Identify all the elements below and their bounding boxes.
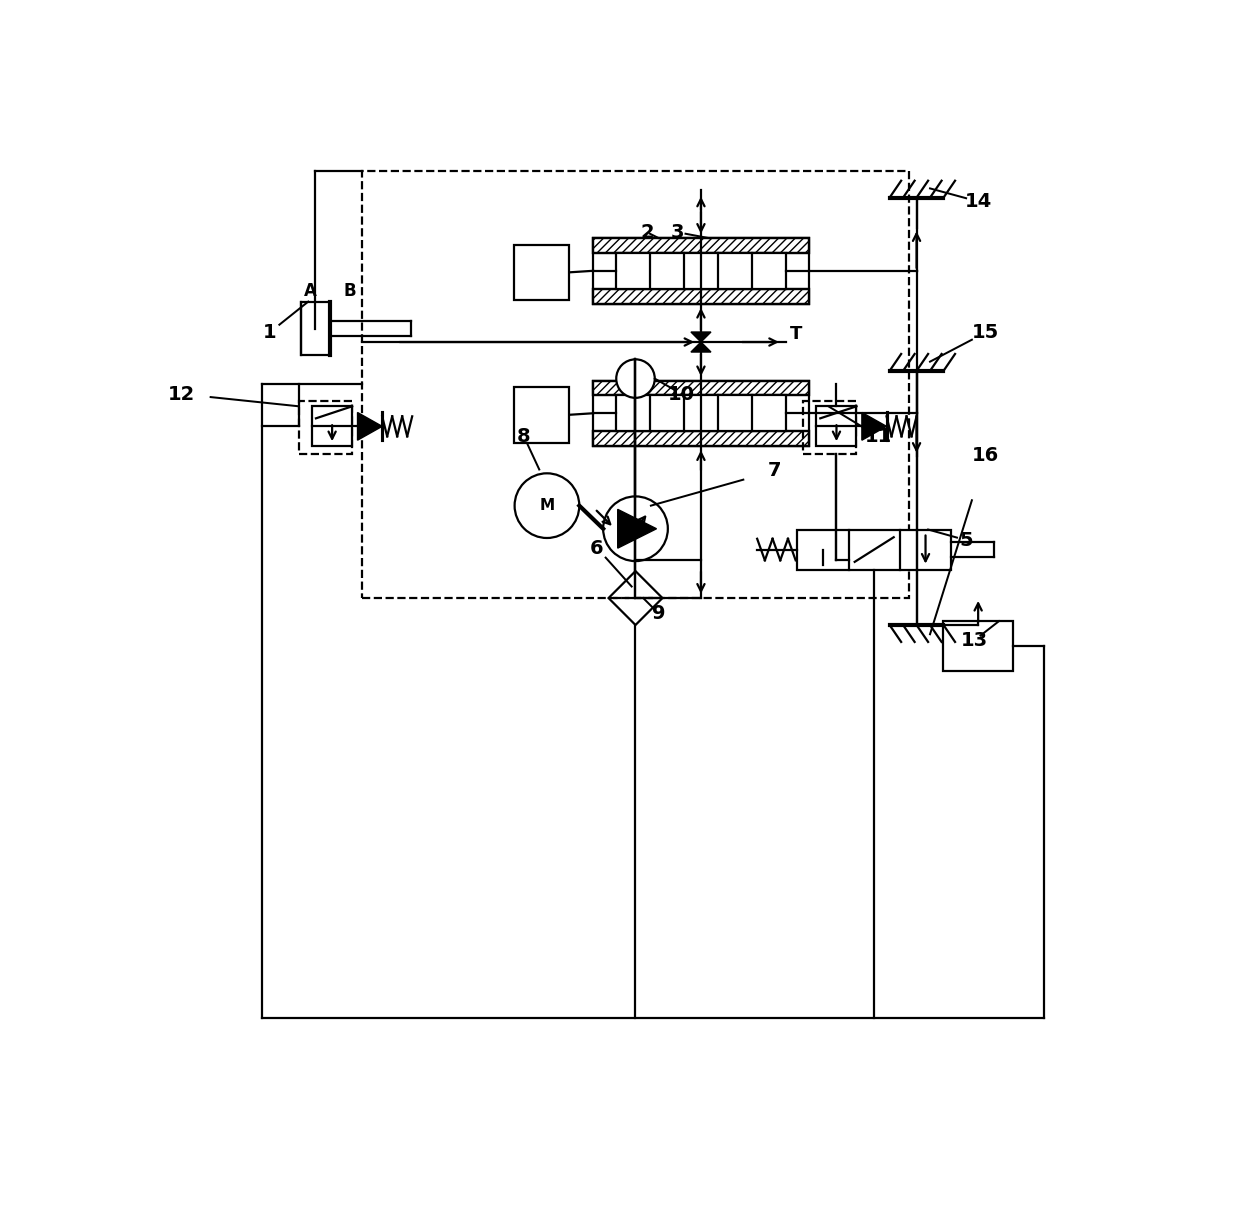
Text: 11: 11 <box>864 427 892 445</box>
Text: 14: 14 <box>965 192 992 212</box>
FancyBboxPatch shape <box>513 387 569 443</box>
Text: 1: 1 <box>263 323 277 342</box>
FancyBboxPatch shape <box>593 289 808 304</box>
Circle shape <box>603 497 668 561</box>
FancyBboxPatch shape <box>944 621 1013 672</box>
Text: 7: 7 <box>768 461 781 481</box>
Polygon shape <box>357 412 382 440</box>
Circle shape <box>616 359 655 397</box>
FancyBboxPatch shape <box>513 245 569 300</box>
Text: B: B <box>343 282 356 300</box>
Text: 6: 6 <box>590 539 604 557</box>
Text: A: A <box>304 282 317 300</box>
Text: 2: 2 <box>640 223 653 242</box>
FancyBboxPatch shape <box>616 395 786 432</box>
FancyBboxPatch shape <box>300 301 330 355</box>
FancyBboxPatch shape <box>593 432 808 446</box>
FancyBboxPatch shape <box>593 239 808 304</box>
Circle shape <box>515 474 579 538</box>
Text: 12: 12 <box>167 385 195 403</box>
Polygon shape <box>691 342 711 352</box>
Text: 13: 13 <box>961 631 988 649</box>
Polygon shape <box>618 509 656 549</box>
Text: 15: 15 <box>972 323 999 342</box>
FancyBboxPatch shape <box>616 252 786 289</box>
Text: 9: 9 <box>652 604 666 622</box>
FancyBboxPatch shape <box>593 239 808 252</box>
Text: 5: 5 <box>960 531 973 550</box>
FancyBboxPatch shape <box>593 380 808 395</box>
Text: 16: 16 <box>972 446 999 465</box>
Text: 3: 3 <box>671 223 684 242</box>
Polygon shape <box>862 412 887 440</box>
FancyBboxPatch shape <box>816 406 857 446</box>
Text: M: M <box>539 498 554 513</box>
Text: 10: 10 <box>668 385 696 403</box>
FancyBboxPatch shape <box>797 530 951 569</box>
FancyBboxPatch shape <box>593 380 808 446</box>
FancyBboxPatch shape <box>312 406 352 446</box>
Polygon shape <box>691 332 711 342</box>
Text: T: T <box>790 325 802 343</box>
Text: 8: 8 <box>517 427 531 445</box>
